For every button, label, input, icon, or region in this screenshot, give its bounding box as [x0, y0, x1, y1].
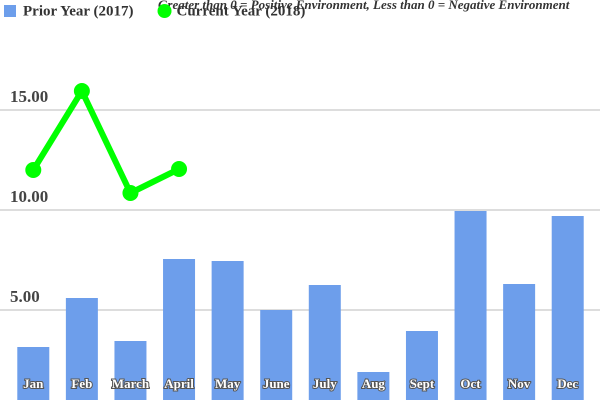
- bar: [114, 341, 147, 400]
- bar: [17, 347, 50, 400]
- grid: [0, 109, 600, 311]
- x-tick-label: May: [215, 376, 241, 391]
- y-tick-label: 15.00: [10, 87, 48, 106]
- x-tick-label: Oct: [460, 376, 481, 391]
- bar: [503, 284, 536, 400]
- x-tick-label: Sept: [410, 376, 435, 391]
- x-tick-label: April: [164, 376, 194, 391]
- y-tick-label: 10.00: [10, 187, 48, 206]
- point: [25, 162, 42, 178]
- point: [171, 161, 188, 177]
- point: [122, 185, 139, 201]
- bar: [260, 310, 293, 400]
- point: [73, 83, 90, 99]
- x-tick-label: June: [263, 376, 290, 391]
- x-tick-label: Jan: [23, 376, 44, 391]
- bars: [17, 211, 584, 400]
- chart-title: Greater than 0 = Positive Environment, L…: [158, 0, 570, 12]
- legend: Prior Year (2017) Current Year (2018): [4, 3, 305, 19]
- x-tick-label: March: [112, 376, 150, 391]
- bar: [65, 298, 98, 400]
- y-tick-label: 5.00: [10, 287, 40, 306]
- legend-swatch: [4, 5, 16, 17]
- x-tick-label: Aug: [362, 376, 386, 391]
- bar: [454, 211, 487, 400]
- bar: [163, 259, 196, 400]
- bar: [551, 216, 584, 400]
- labels: 5.00 10.00 15.00 Jan Feb March April May June Jul…: [10, 87, 579, 392]
- bar: [308, 285, 341, 400]
- legend-label: Prior Year (2017): [23, 3, 134, 19]
- legend-swatch: [157, 4, 172, 18]
- bar: [405, 331, 438, 400]
- x-tick-label: July: [313, 376, 337, 391]
- line: [30, 88, 181, 196]
- x-tick-label: Feb: [71, 376, 92, 391]
- bar: [357, 372, 390, 400]
- bar: [211, 261, 244, 400]
- lines: [25, 83, 188, 201]
- x-tick-label: Nov: [508, 376, 531, 391]
- legend-label: Current Year (2018): [177, 3, 306, 19]
- x-tick-label: Dec: [557, 376, 578, 391]
